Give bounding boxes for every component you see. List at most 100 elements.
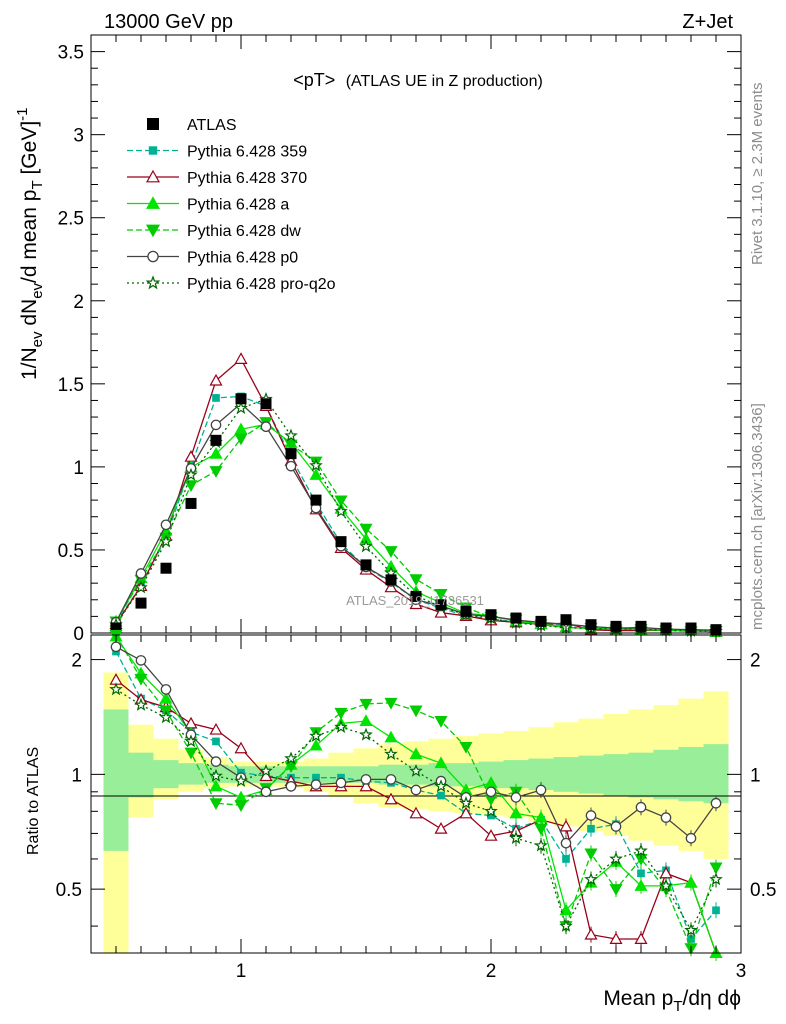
data-point [285,448,297,460]
ratio-series-marker [135,655,147,666]
ratio-series-marker [384,792,398,805]
ratio-series-marker [310,779,322,790]
ratio-series-marker [560,837,572,849]
data-point [510,612,522,624]
x-tick-label: 2 [486,961,497,982]
ratio-y-tick-label: 0.5 [56,880,82,901]
legend-marker [147,250,159,263]
main-series-marker [234,352,248,364]
ratio-series-marker [409,747,423,760]
chart-title-main: <pT> [293,70,335,90]
legend-marker [145,275,161,290]
y-tick-label: 1 [73,458,84,479]
ratio-series-marker [484,804,498,818]
ratio-series-marker [487,811,495,820]
ratio-series-marker [609,932,623,944]
ratio-series-marker [410,784,422,796]
main-series-marker [212,394,220,402]
ratio-series-marker [210,756,222,767]
ratio-series-marker [385,774,397,785]
ratio-series-marker [360,774,372,785]
main-series-marker [309,468,323,480]
ratio-series-marker [209,798,223,810]
ratio-series-marker [209,779,223,792]
main-series-marker [134,580,148,594]
ratio-series-marker [384,746,398,761]
main-series-marker [434,589,448,601]
ratio-series-marker [234,741,248,754]
legend-marker [145,196,161,209]
data-point [135,597,147,609]
main-series-marker [359,539,373,553]
header-process-label: Z+Jet [682,11,733,33]
ratio-series-marker [284,761,298,774]
ratio-series-marker [459,741,473,754]
ratio-series-marker [685,832,697,844]
main-series-marker [284,439,298,452]
ratio-series-marker [110,641,122,653]
legend-label: Pythia 6.428 359 [187,144,307,161]
ratio-plot-area: 0.5 0.5 1 1 2 2 1 2 3 [56,629,776,982]
ratio-series-marker [534,823,548,836]
ratio-series-marker [285,781,297,792]
ratio-series-marker [434,822,448,834]
main-series-marker [159,534,173,548]
ratio-band-inner [453,763,479,787]
ratio-series-marker [534,838,548,852]
ratio-y-tick-label: 1 [71,765,82,786]
ratio-series-marker [234,773,248,788]
legend-marker [145,224,161,238]
ratio-series-marker [434,779,448,793]
ratio-series-marker [584,848,598,861]
ratio-series-marker [634,879,648,891]
rivet-version-label: Rivet 3.1.10, ≥ 2.3M events [749,83,766,266]
main-series-layer [109,352,723,638]
ratio-series-marker [535,784,547,796]
ratio-series-marker [559,918,573,932]
ratio-series-marker [584,927,598,940]
ratio-series-marker [134,697,148,711]
main-series-marker [309,458,323,472]
main-series-marker [209,447,223,459]
ratio-series-marker [584,872,598,886]
ratio-series-marker [510,792,522,803]
ratio-series-marker [234,800,248,812]
main-series-marker [384,546,398,558]
ratio-band-inner [103,709,129,851]
ratio-series-marker [712,906,720,915]
ratio-series-marker [709,872,723,886]
ratio-band-inner [578,755,604,794]
ratio-band-inner [653,749,679,800]
ratio-series-layer [109,629,723,961]
data-point [360,559,372,571]
ratio-series-marker [434,716,448,728]
ratio-series-marker [284,751,298,765]
ratio-axis-ticks: 0.5 0.5 1 1 2 2 1 2 3 [56,635,776,982]
main-series-marker [434,605,448,618]
ratio-series-marker [309,738,323,751]
main-series-marker [160,519,172,531]
ratio-series-marker [634,932,648,944]
y-tick-label: 0 [73,624,84,645]
main-series-marker [184,480,198,493]
ratio-series-marker [634,843,648,857]
y-tick-label: 3.5 [58,43,84,64]
ratio-band-inner [553,757,579,792]
ratio-series-marker [684,875,698,888]
legend-label: Pythia 6.428 pro-q2o [187,276,336,293]
data-point [410,590,422,602]
legend-marker [148,146,158,155]
ratio-series-marker [260,786,272,798]
x-tick-label: 1 [236,961,247,982]
ratio-series-marker [585,810,597,821]
ratio-y-tick-label: 2 [71,651,82,672]
data-point [385,574,397,586]
main-series-marker [334,495,348,508]
header-energy-label: 13000 GeV pp [104,11,233,33]
ratio-y-tick-label-right: 1 [750,765,761,786]
main-series-marker [285,460,297,472]
ratio-series-marker [359,727,373,741]
ratio-series-marker [384,697,398,710]
x-tick-label: 3 [736,961,747,982]
